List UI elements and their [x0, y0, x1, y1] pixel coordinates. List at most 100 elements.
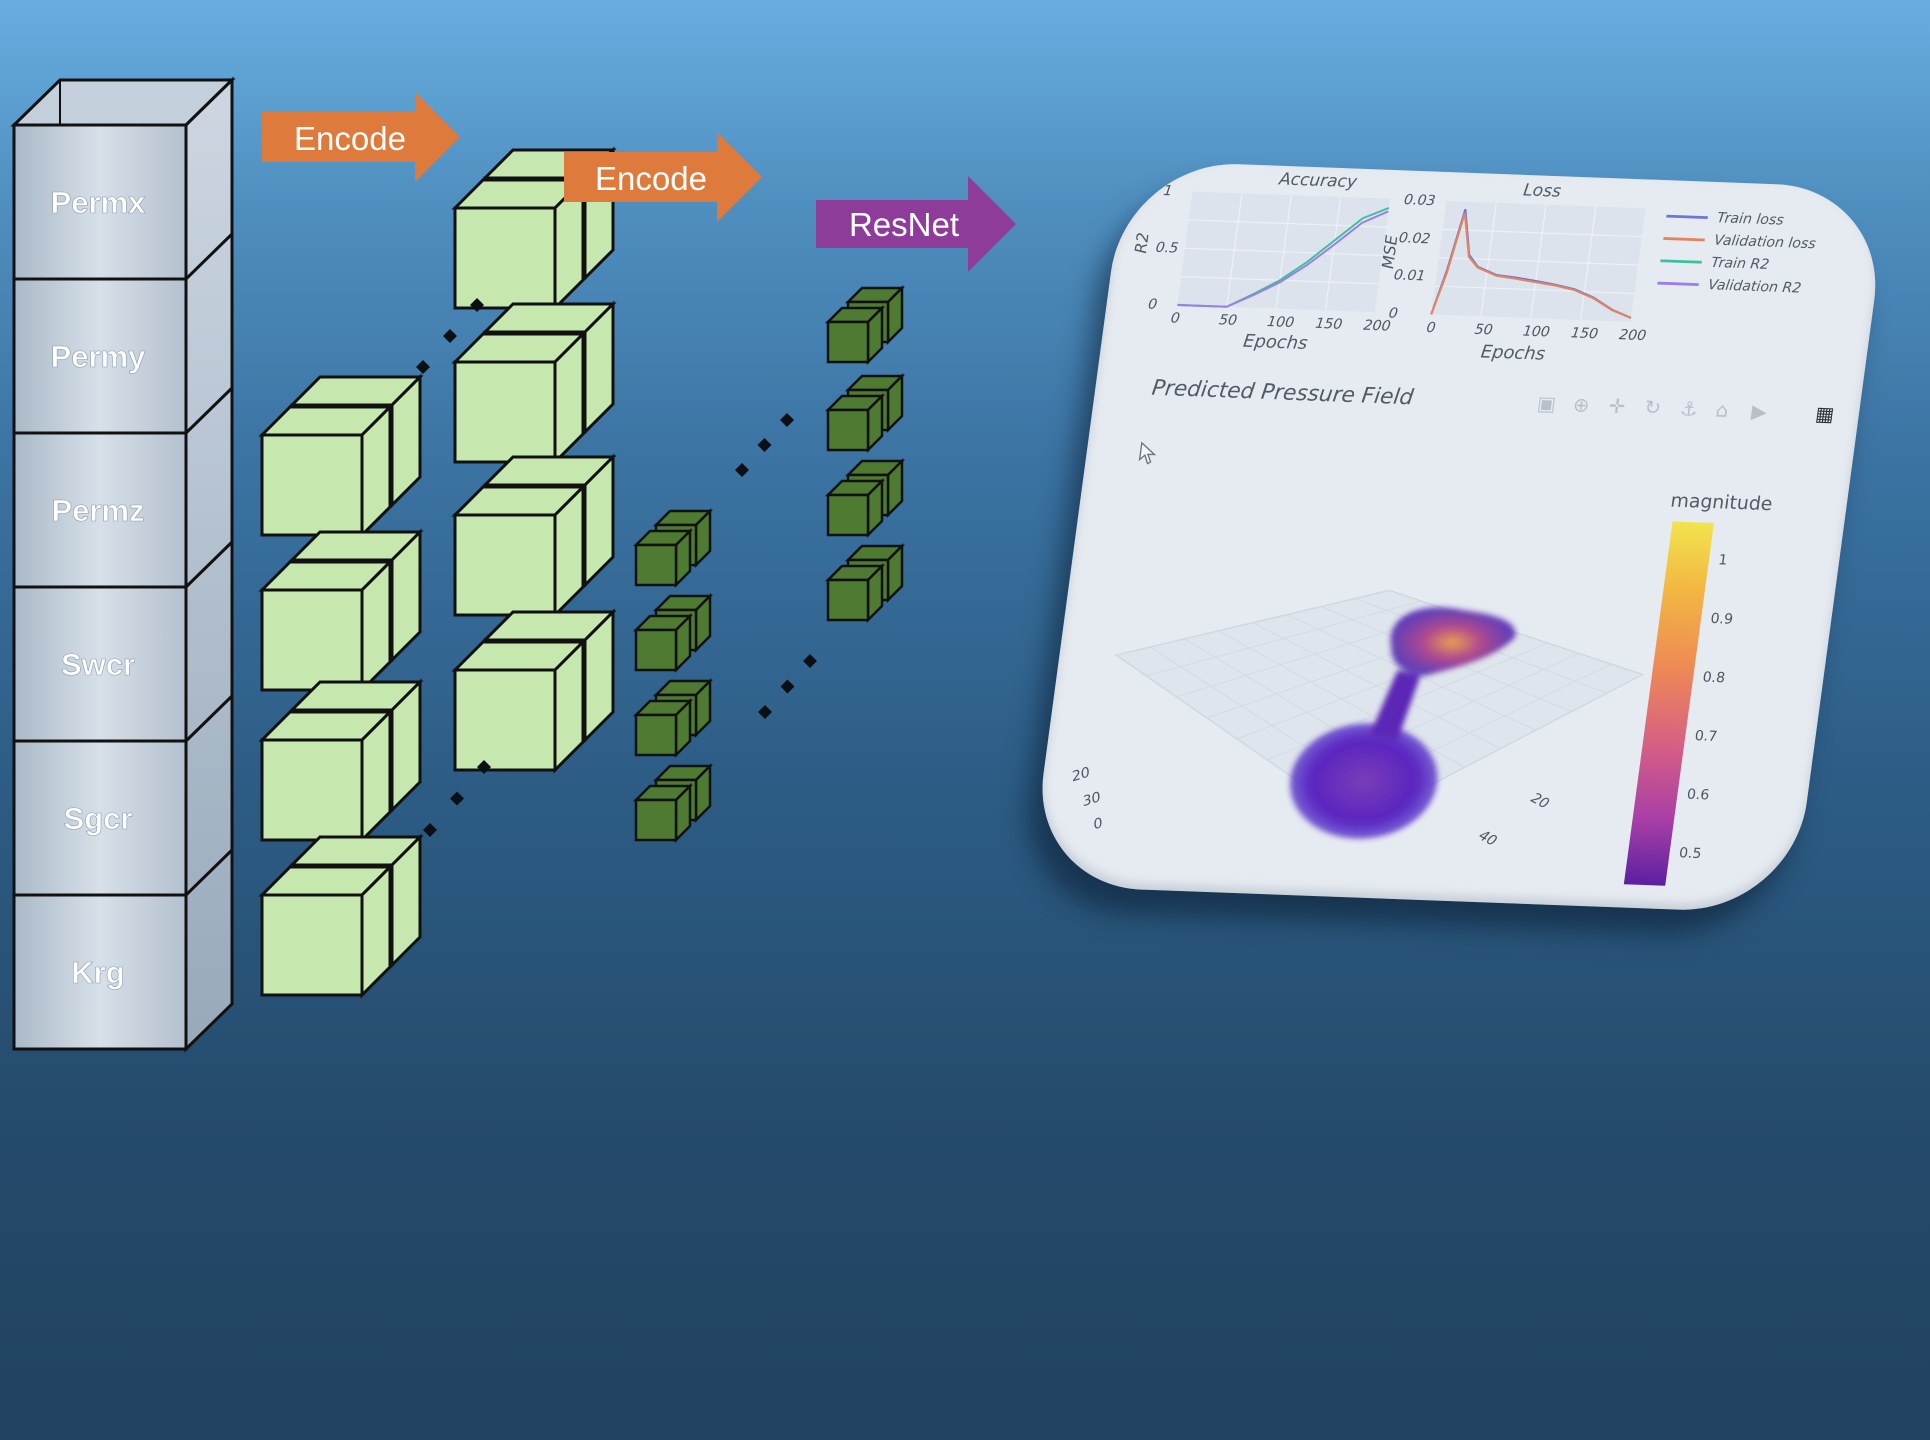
- stack-label-swcr: Swcr: [61, 647, 135, 682]
- home-icon[interactable]: ⌂: [1714, 398, 1730, 422]
- accuracy-x-tick: 150: [1314, 314, 1344, 333]
- feature-cube-col2-4-front: [451, 638, 587, 774]
- video-icon[interactable]: ▶: [1750, 400, 1769, 424]
- chart-legend: Train loss Validation loss Train R2 Validat…: [1656, 204, 1820, 299]
- dot-lower-a-3: [477, 760, 491, 774]
- ellipsis-dots: [416, 298, 817, 837]
- colorbar-tick: 0.7: [1693, 727, 1719, 745]
- latent-cube-col3-1-front: [632, 527, 694, 589]
- loss-chart-title: Loss: [1522, 180, 1563, 202]
- colorbar-title: magnitude: [1669, 488, 1774, 515]
- pressure-field-3d-scene: [1114, 589, 1645, 839]
- dot-upper-b-2: [757, 438, 772, 452]
- feature-cube-col1-2-front: [258, 558, 394, 694]
- legend-label: Validation loss: [1713, 231, 1817, 253]
- rotate-icon[interactable]: ↻: [1642, 396, 1663, 420]
- encode-arrow-2-label: Encode: [595, 160, 707, 197]
- encode-arrow-2: Encode: [564, 132, 762, 222]
- series-line-validation-loss: [1430, 212, 1632, 319]
- loss-y-tick: 0.03: [1403, 190, 1437, 209]
- plume-upper-blob: [1390, 607, 1516, 676]
- pan-icon[interactable]: ✛: [1607, 394, 1627, 418]
- encode-arrow-1-label: Encode: [294, 120, 406, 157]
- series-line-validation-r2: [1177, 210, 1389, 308]
- plotly-logo-icon[interactable]: ▦: [1814, 402, 1836, 426]
- loss-y-tick: 0: [1387, 304, 1399, 322]
- encode-arrow-1: Encode: [262, 92, 460, 182]
- colorbar-tick: 1: [1717, 551, 1729, 569]
- loss-chart: [1430, 200, 1646, 322]
- camera-icon[interactable]: ▣: [1535, 392, 1558, 416]
- feature-cube-col1-1-front: [258, 403, 394, 539]
- accuracy-ylabel: R2: [1131, 231, 1154, 254]
- colorbar-tick: 0.9: [1709, 609, 1735, 628]
- dot-upper-b-1: [735, 463, 749, 477]
- dot-upper-a-3: [470, 298, 484, 312]
- loss-x-tick: 0: [1425, 318, 1437, 336]
- accuracy-x-tick: 50: [1217, 311, 1239, 329]
- accuracy-chart-title: Accuracy: [1277, 169, 1359, 192]
- dot-lower-b-2: [780, 679, 795, 694]
- dot-upper-b-3: [780, 413, 794, 427]
- pressure-plume: [1289, 607, 1516, 839]
- dot-lower-b-3: [803, 654, 817, 668]
- colorbar-tick: 0.6: [1685, 785, 1711, 804]
- resnet-cube-col4-3-front: [824, 477, 886, 539]
- stack-label-sgcr: Sgcr: [64, 801, 133, 836]
- accuracy-x-tick: 100: [1266, 312, 1296, 331]
- colorbar-tick: 0.5: [1677, 844, 1703, 862]
- resnet-cube-col4-2-front: [824, 392, 886, 454]
- dot-lower-b-1: [758, 705, 772, 719]
- input-feature-stack: Permx Permy Permz Swcr Sgcr Krg: [10, 76, 236, 1053]
- legend-label: Validation R2: [1707, 276, 1803, 297]
- dot-lower-a-1: [423, 823, 437, 837]
- legend-swatch: [1666, 214, 1708, 219]
- legend-swatch: [1663, 236, 1705, 241]
- loss-x-tick: 100: [1521, 322, 1552, 341]
- dot-lower-a-2: [450, 791, 464, 806]
- mouse-cursor-icon: [1138, 441, 1157, 465]
- plume-neck: [1369, 670, 1421, 741]
- latent-cube-col3-2-front: [632, 612, 694, 674]
- resnet-arrow-label: ResNet: [849, 206, 959, 243]
- colorbar-tick: 0.8: [1701, 668, 1727, 687]
- accuracy-x-tick: 0: [1169, 309, 1182, 327]
- feature-cube-col1-3-front: [258, 708, 394, 844]
- accuracy-y-tick: 1: [1162, 182, 1174, 200]
- stack-label-permz: Permz: [51, 493, 144, 528]
- legend-label: Train loss: [1716, 209, 1785, 229]
- latent-cube-col3-3-front: [632, 697, 694, 759]
- dot-upper-a-1: [416, 360, 430, 374]
- loss-x-tick: 200: [1618, 326, 1648, 344]
- dashboard-panel-wrapper: Accuracy R2 Epochs 0 0.5 1 0 50 100 150 200 Lo…: [1016, 160, 1911, 1020]
- loss-xlabel: Epochs: [1479, 341, 1547, 365]
- legend-item[interactable]: Validation R2: [1656, 271, 1811, 299]
- zoom-icon[interactable]: ⊕: [1571, 393, 1592, 417]
- accuracy-y-tick: 0: [1147, 295, 1159, 313]
- resnet-cube-col4-1-front: [824, 304, 886, 366]
- dot-upper-a-2: [443, 329, 457, 343]
- plume-lower-blob: [1289, 723, 1438, 839]
- stack-label-permx: Permx: [51, 185, 147, 220]
- dashboard-panel: Accuracy R2 Epochs 0 0.5 1 0 50 100 150 200 Lo…: [1028, 160, 1890, 914]
- resnet-cube-col4-4-front: [824, 562, 886, 624]
- loss-x-tick: 150: [1570, 324, 1600, 343]
- orbit-icon[interactable]: ⚓: [1678, 397, 1700, 421]
- stack-label-permy: Permy: [51, 339, 147, 374]
- legend-label: Train R2: [1710, 253, 1771, 273]
- legend-swatch: [1657, 281, 1699, 286]
- resnet-arrow: ResNet: [816, 176, 1016, 272]
- accuracy-xlabel: Epochs: [1242, 330, 1309, 354]
- feature-cube-col2-1-front: [451, 176, 587, 312]
- accuracy-y-tick: 0.5: [1154, 238, 1180, 257]
- feature-cube-col2-2-front: [451, 330, 587, 466]
- latent-cube-col3-4-front: [632, 782, 694, 844]
- stack-label-krg: Krg: [71, 955, 124, 990]
- feature-cube-col2-3-front: [451, 483, 587, 619]
- plot-toolbar: ▣ ⊕ ✛ ↻ ⚓ ⌂ ▶ ▦: [1535, 392, 1836, 431]
- loss-y-tick: 0.02: [1397, 228, 1432, 247]
- loss-x-tick: 50: [1473, 320, 1494, 339]
- accuracy-chart: [1177, 191, 1391, 313]
- loss-y-tick: 0.01: [1392, 266, 1427, 285]
